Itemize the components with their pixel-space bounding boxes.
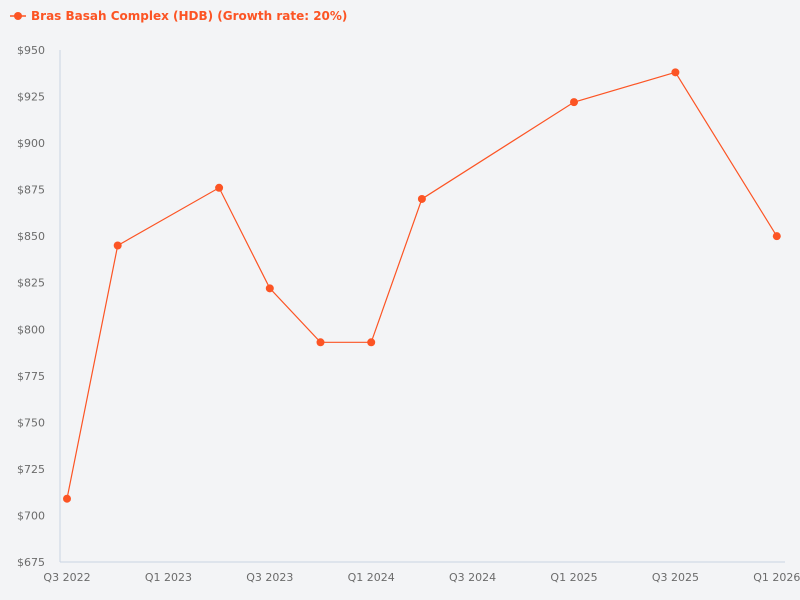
data-point[interactable] — [63, 494, 71, 503]
data-point[interactable] — [215, 183, 224, 192]
x-tick-label: Q1 2026 — [753, 571, 800, 584]
legend-line-marker-icon — [10, 12, 26, 20]
y-tick-label: $875 — [17, 184, 45, 197]
y-tick-label: $825 — [17, 277, 45, 290]
series-line — [66, 71, 778, 499]
y-tick-label: $675 — [17, 556, 45, 569]
x-axis: Q3 2022 Q1 2023 Q3 2023 Q1 2024 Q3 2024 Q1 20… — [43, 561, 800, 584]
data-point[interactable] — [671, 68, 680, 77]
data-series — [63, 68, 781, 503]
x-tick-label: Q3 2025 — [652, 571, 699, 584]
data-point[interactable] — [367, 338, 376, 347]
x-tick-label: Q1 2024 — [348, 571, 395, 584]
data-point[interactable] — [113, 241, 122, 250]
y-tick-label: $850 — [17, 230, 45, 243]
y-tick-label: $700 — [17, 509, 45, 522]
data-point[interactable] — [316, 338, 325, 347]
y-tick-label: $925 — [17, 91, 45, 104]
x-tick-label: Q3 2023 — [246, 571, 293, 584]
x-tick-label: Q1 2025 — [550, 571, 597, 584]
data-point[interactable] — [417, 194, 426, 203]
y-tick-label: $725 — [17, 463, 45, 476]
y-tick-label: $950 — [17, 44, 45, 57]
y-tick-label: $900 — [17, 137, 45, 150]
data-point[interactable] — [772, 232, 781, 241]
data-point[interactable] — [265, 284, 274, 293]
legend-label: Bras Basah Complex (HDB) (Growth rate: 2… — [31, 9, 348, 23]
data-point[interactable] — [570, 98, 578, 107]
y-tick-label: $800 — [17, 323, 45, 336]
chart-legend[interactable]: Bras Basah Complex (HDB) (Growth rate: 2… — [10, 9, 347, 23]
y-axis: $675 $700 $725 $750 $775 $800 $825 $850 $875 $900… — [17, 44, 61, 569]
y-tick-label: $750 — [17, 416, 45, 429]
x-tick-label: Q3 2024 — [449, 571, 496, 584]
x-tick-label: Q3 2022 — [43, 571, 90, 584]
y-tick-label: $775 — [17, 370, 45, 383]
x-tick-label: Q1 2023 — [145, 571, 192, 584]
